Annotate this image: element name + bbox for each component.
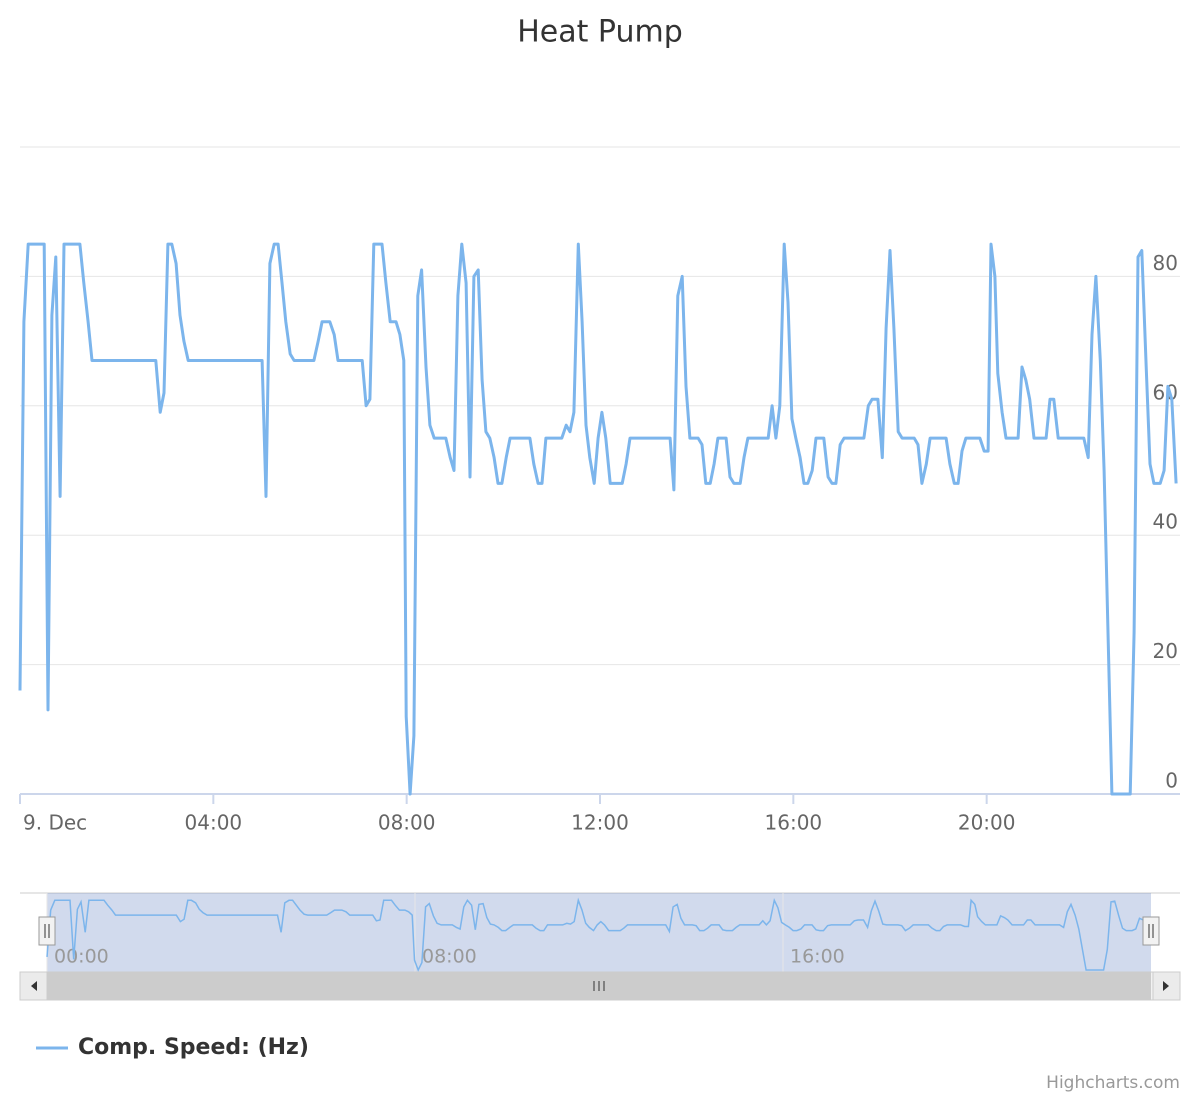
legend[interactable]: Comp. Speed: (Hz) xyxy=(36,1035,309,1060)
scrollbar[interactable] xyxy=(19,971,1181,1001)
x-tick-label: 12:00 xyxy=(571,811,629,835)
scrollbar-grip xyxy=(593,981,605,991)
handle-grip xyxy=(44,924,50,938)
navigator-tick-label: 16:00 xyxy=(790,946,845,968)
x-tick-label: 9. Dec xyxy=(23,811,87,835)
credits: Highcharts.com xyxy=(1046,1073,1180,1093)
scroll-right-button[interactable] xyxy=(1152,971,1181,1001)
x-tick-label: 20:00 xyxy=(958,811,1016,835)
handle-grip xyxy=(1148,924,1154,938)
y-tick-label: 0 xyxy=(1165,769,1178,793)
navigator: 00:00 08:00 16:00 xyxy=(20,892,1180,972)
y-tick-label: 40 xyxy=(1153,510,1178,534)
x-tick-label: 08:00 xyxy=(378,811,436,835)
y-tick-label: 80 xyxy=(1153,251,1178,275)
y-tick-label: 60 xyxy=(1153,380,1178,404)
y-tick-label: 20 xyxy=(1153,639,1178,663)
navigator-mask[interactable] xyxy=(47,893,1151,972)
navigator-handle[interactable] xyxy=(38,916,56,946)
series-line xyxy=(18,242,1178,796)
navigator-series xyxy=(46,897,1148,972)
legend-label: Comp. Speed: (Hz) xyxy=(78,1035,309,1060)
x-tick-label: 16:00 xyxy=(765,811,823,835)
handle-body xyxy=(38,916,56,946)
navigator-handle[interactable] xyxy=(1142,916,1160,946)
handle-body xyxy=(1142,916,1160,946)
navigator-tick-label: 08:00 xyxy=(422,946,477,968)
x-tick-label: 04:00 xyxy=(185,811,243,835)
navigator-tick-label: 00:00 xyxy=(54,946,109,968)
arrow-left xyxy=(31,981,37,991)
arrow-right xyxy=(1163,981,1169,991)
chart-title: Heat Pump xyxy=(517,15,683,50)
